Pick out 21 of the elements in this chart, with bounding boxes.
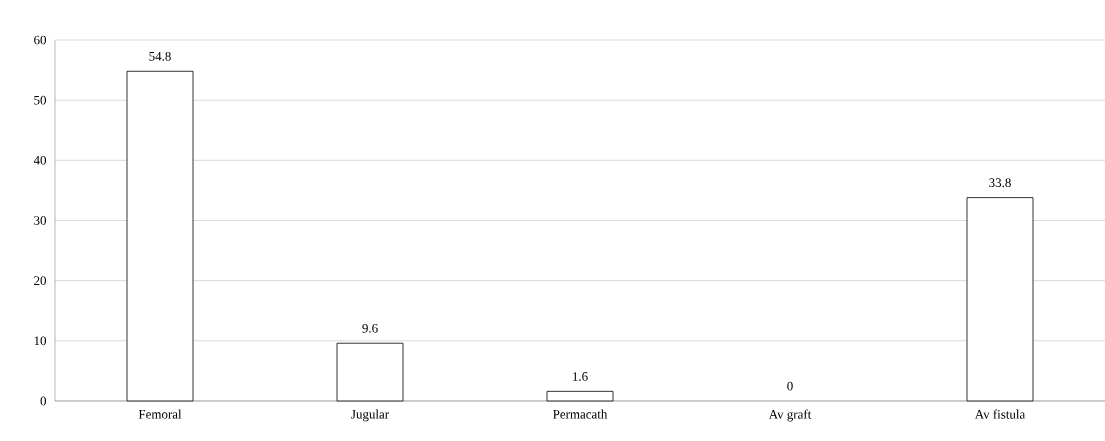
bar: [336, 342, 404, 402]
bar: [546, 390, 614, 402]
y-tick-label: 40: [33, 155, 47, 165]
y-tick-label: 50: [34, 95, 47, 105]
data-label: 33.8: [989, 178, 1011, 188]
data-label: 54.8: [149, 51, 171, 61]
y-tick-label: 30: [34, 216, 47, 225]
bar: [966, 197, 1034, 402]
data-label: 0: [787, 381, 793, 391]
y-tick-label: 20: [34, 276, 47, 286]
x-tick-label: Av fistula: [974, 409, 1026, 419]
y-tick-label: 60: [34, 35, 47, 45]
data-label: 1.6: [573, 372, 588, 381]
data-label: 9.6: [362, 323, 378, 333]
x-tick-label: Av graft: [768, 409, 812, 422]
x-tick-label: Jugular: [351, 409, 389, 422]
x-tick-label: Femoral: [138, 409, 182, 419]
x-tick-label: Permacath: [553, 409, 608, 419]
bar: [126, 70, 194, 402]
y-tick-label: 0: [40, 396, 47, 406]
y-tick-label: 10: [34, 336, 47, 346]
